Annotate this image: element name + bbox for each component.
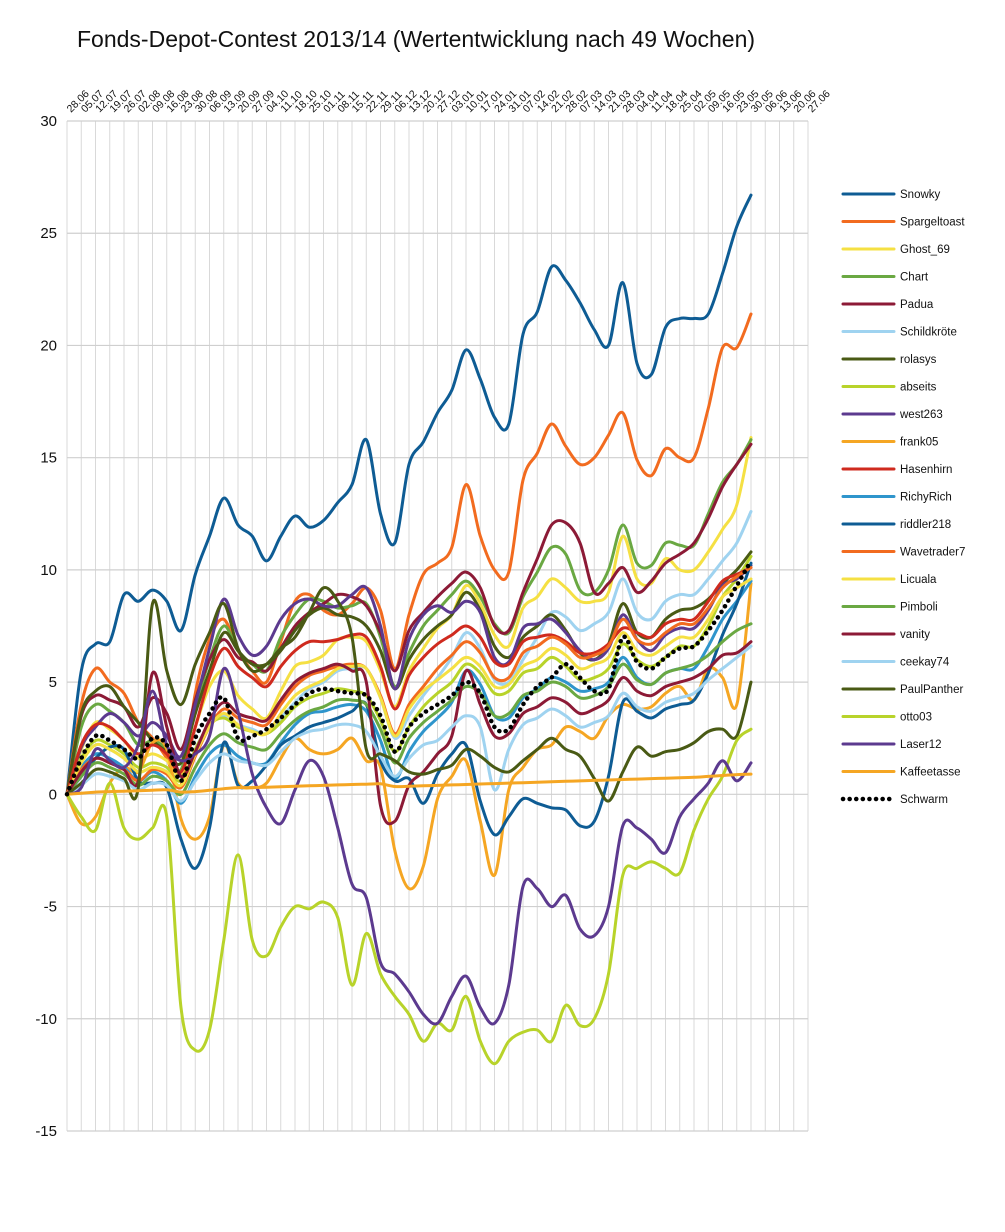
legend-label: Schwarm: [900, 794, 948, 806]
y-tick-label: 5: [49, 674, 57, 691]
y-tick-label: 20: [40, 337, 57, 354]
legend-label: Kaffeetasse: [900, 767, 961, 779]
legend-label: Padua: [900, 299, 934, 311]
series-line-ceekay74: [65, 644, 753, 803]
y-tick-label: 10: [40, 562, 57, 579]
legend-label: riddler218: [900, 519, 951, 531]
x-axis-tick-labels: 28.0605.0712.0719.0726.0702.0809.0816.08…: [65, 88, 833, 115]
series-line-licuala: [65, 577, 753, 796]
legend-label: Ghost_69: [900, 244, 950, 256]
y-tick-label: -10: [35, 1011, 57, 1028]
legend-label: Pimboli: [900, 602, 938, 614]
legend-label: Licuala: [900, 574, 937, 586]
series-line-snowky: [65, 193, 753, 796]
series-lines: [64, 193, 754, 1066]
legend-label: vanity: [900, 629, 930, 641]
legend-label: RichyRich: [900, 492, 952, 504]
series-line-otto03: [65, 727, 753, 1066]
y-tick-label: 15: [40, 450, 57, 467]
legend-label: frank05: [900, 437, 938, 449]
y-tick-label: 25: [40, 225, 57, 242]
legend-label: Chart: [900, 272, 929, 284]
series-line-riddler218: [65, 561, 753, 870]
y-tick-label: 0: [49, 786, 57, 803]
series-line-schwarm: [64, 558, 754, 797]
legend-label: abseits: [900, 382, 937, 394]
legend-label: Wavetrader7: [900, 547, 965, 559]
series-line-paulpanther: [65, 586, 753, 803]
legend-label: PaulPanther: [900, 684, 963, 696]
series-line-hasenhirn: [65, 566, 753, 796]
legend-label: Spargeltoast: [900, 217, 965, 229]
y-tick-label: -5: [44, 899, 57, 916]
series-line-vanity: [65, 640, 753, 826]
legend: Snowky Spargeltoast Ghost_69 Chart Padua Schi…: [840, 189, 965, 806]
legend-label: Schildkröte: [900, 327, 957, 339]
y-tick-label: -15: [35, 1123, 57, 1140]
legend-label: Laser12: [900, 739, 942, 751]
chart-title: Fonds-Depot-Contest 2013/14 (Wertentwick…: [77, 26, 756, 52]
legend-label: ceekay74: [900, 657, 950, 669]
y-axis-tick-labels: 30 25 20 15 10 5 0 -5 -10 -15: [35, 113, 57, 1140]
legend-label: Snowky: [900, 189, 941, 201]
series-line-richyrich: [65, 579, 753, 805]
series-line-wavetrader7: [65, 566, 753, 796]
series-line-pimboli: [65, 622, 753, 796]
legend-label: rolasys: [900, 354, 937, 366]
y-tick-label: 30: [40, 113, 57, 130]
series-line-kaffeetasse: [65, 772, 753, 796]
legend-label: west263: [899, 409, 943, 421]
legend-label: Hasenhirn: [900, 464, 952, 476]
series-line-laser12: [65, 667, 753, 1026]
series-line-padua: [65, 442, 753, 796]
legend-label: otto03: [900, 712, 932, 724]
